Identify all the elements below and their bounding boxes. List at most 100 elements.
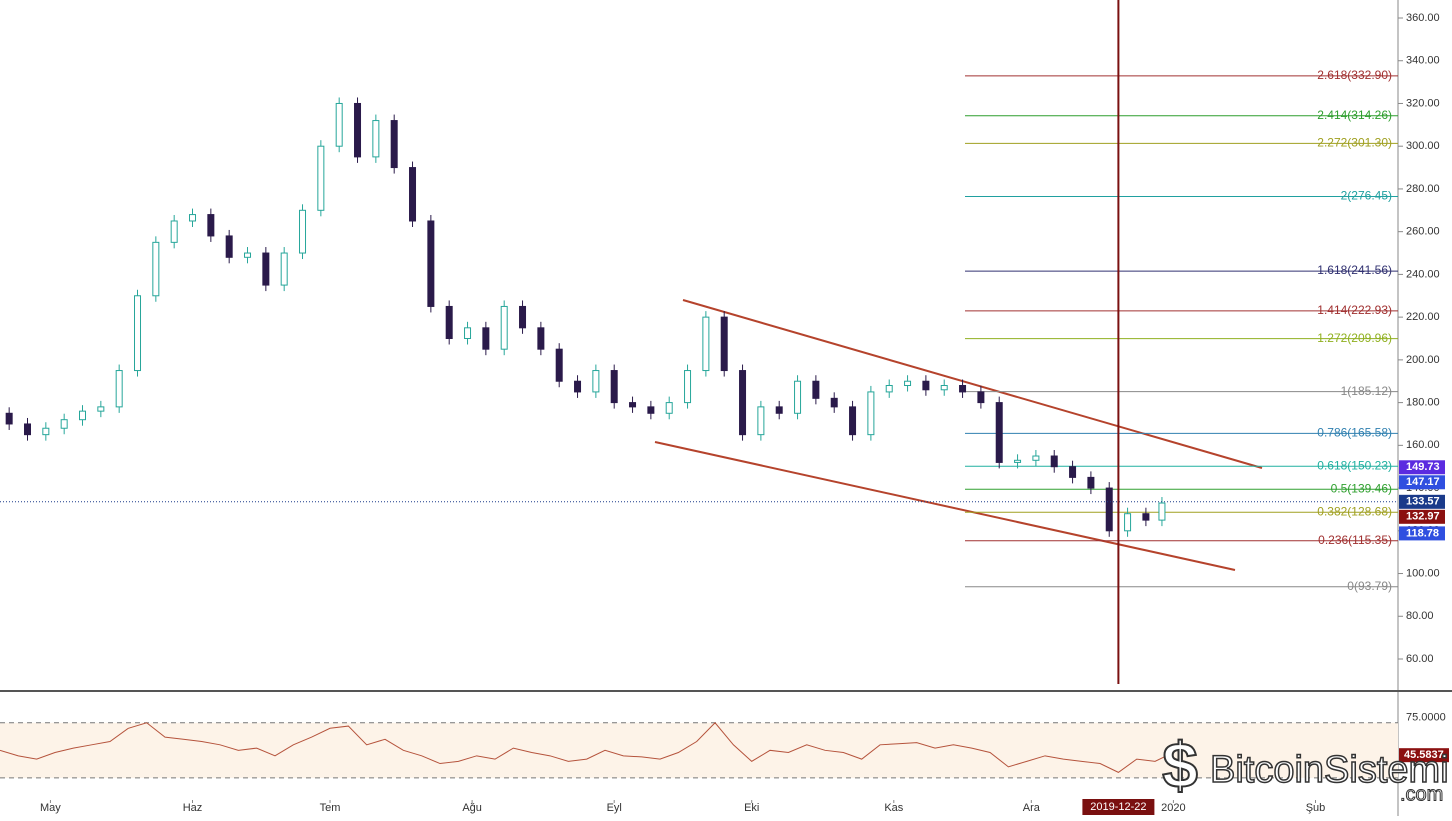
candle (299, 209, 307, 254)
candle (1014, 459, 1022, 463)
y-tick-label: 220.00 (1406, 311, 1440, 323)
candle (372, 120, 380, 158)
candle (739, 370, 747, 436)
candle (1158, 502, 1166, 521)
y-tick-label: 260.00 (1406, 226, 1440, 238)
y-tick-label: 300.00 (1406, 140, 1440, 152)
x-tick-label: May (40, 802, 61, 814)
y-tick-label: 200.00 (1406, 354, 1440, 366)
candle (665, 402, 673, 414)
channel-upper (682, 299, 1263, 469)
candle (1105, 487, 1113, 532)
candle (537, 327, 545, 350)
candle (482, 327, 490, 350)
x-tick-label: Ara (1023, 802, 1041, 814)
candle (409, 167, 417, 222)
price-badge-label: 149.73 (1406, 461, 1440, 473)
candle (170, 220, 178, 243)
candle (812, 380, 820, 399)
candle (702, 316, 710, 372)
candle (427, 220, 435, 307)
price-badge (1399, 509, 1445, 524)
candle (60, 419, 68, 429)
x-tick-label: Ağu (462, 802, 482, 814)
candle (1087, 476, 1095, 489)
x-tick-label: Kas (884, 802, 903, 814)
candle (24, 423, 32, 436)
y-tick-label: 320.00 (1406, 97, 1440, 109)
fib-label: 0.786(165.58) (1317, 426, 1392, 440)
candle (610, 370, 618, 404)
candle (1124, 513, 1132, 532)
candle (500, 305, 508, 350)
candle (464, 327, 472, 340)
fib-label: 2(276.45) (1341, 189, 1392, 203)
candle (1050, 455, 1058, 468)
date-badge (1082, 799, 1155, 815)
candle (995, 402, 1003, 463)
y-tick-label: 340.00 (1406, 55, 1440, 67)
candle (757, 406, 765, 436)
price-badge (1399, 475, 1445, 490)
candle (1069, 466, 1077, 478)
x-tick-label: Eki (744, 802, 759, 814)
candle (445, 305, 453, 340)
candle (922, 380, 930, 391)
candle (134, 295, 142, 372)
candle (225, 235, 233, 258)
watermark: BitcoinSistemi (1210, 749, 1449, 791)
x-tick-label: Eyl (607, 802, 622, 814)
rsi-badge (1399, 748, 1449, 763)
candle (152, 241, 160, 297)
candle (1032, 455, 1040, 461)
date-badge-label: 2019-12-22 (1090, 801, 1146, 813)
rsi-line (0, 722, 1170, 773)
candle (647, 406, 655, 414)
candle (977, 391, 985, 404)
candle (97, 406, 105, 412)
candle (592, 370, 600, 393)
candle (720, 316, 728, 372)
candle (390, 120, 398, 169)
y-tick-label: 360.00 (1406, 12, 1440, 24)
candle (317, 145, 325, 211)
candle (262, 252, 270, 286)
candle (115, 370, 123, 408)
rsi-band (0, 722, 1398, 778)
channel-lower (654, 441, 1236, 571)
candle (189, 214, 197, 222)
x-tick-label: Haz (183, 802, 203, 814)
candle (5, 412, 13, 425)
fib-label: 1.618(241.56) (1317, 263, 1392, 277)
candle (207, 214, 215, 237)
price-badge-label: 133.57 (1406, 496, 1440, 508)
x-tick-label: Tem (320, 802, 341, 814)
fib-label: 1.414(222.93) (1317, 303, 1392, 317)
y-tick-label: 80.00 (1406, 610, 1434, 622)
rsi-tick-label: 75.0000 (1406, 712, 1446, 724)
y-tick-label: 160.00 (1406, 439, 1440, 451)
candle (904, 380, 912, 387)
price-badge (1399, 460, 1445, 475)
candle (849, 406, 857, 436)
price-badge-label: 118.78 (1406, 527, 1439, 539)
fib-label: 0.382(128.68) (1317, 504, 1392, 518)
price-badge (1399, 526, 1445, 541)
candle (684, 370, 692, 404)
fib-label: 0(93.79) (1347, 579, 1392, 593)
y-tick-label: 280.00 (1406, 183, 1440, 195)
price-badge-label: 147.17 (1406, 476, 1440, 488)
candle (959, 385, 967, 393)
candle (867, 391, 875, 436)
candle (244, 252, 252, 258)
candle (574, 380, 582, 393)
candle (79, 410, 87, 421)
x-tick-label: 2020 (1161, 802, 1185, 814)
y-tick-label: 100.00 (1406, 567, 1440, 579)
fib-label: 1(185.12) (1341, 384, 1392, 398)
fib-label: 2.618(332.90) (1317, 68, 1392, 82)
fib-label: 0.5(139.46) (1331, 481, 1392, 495)
candle (354, 102, 362, 158)
fib-label: 2.414(314.26) (1317, 108, 1392, 122)
